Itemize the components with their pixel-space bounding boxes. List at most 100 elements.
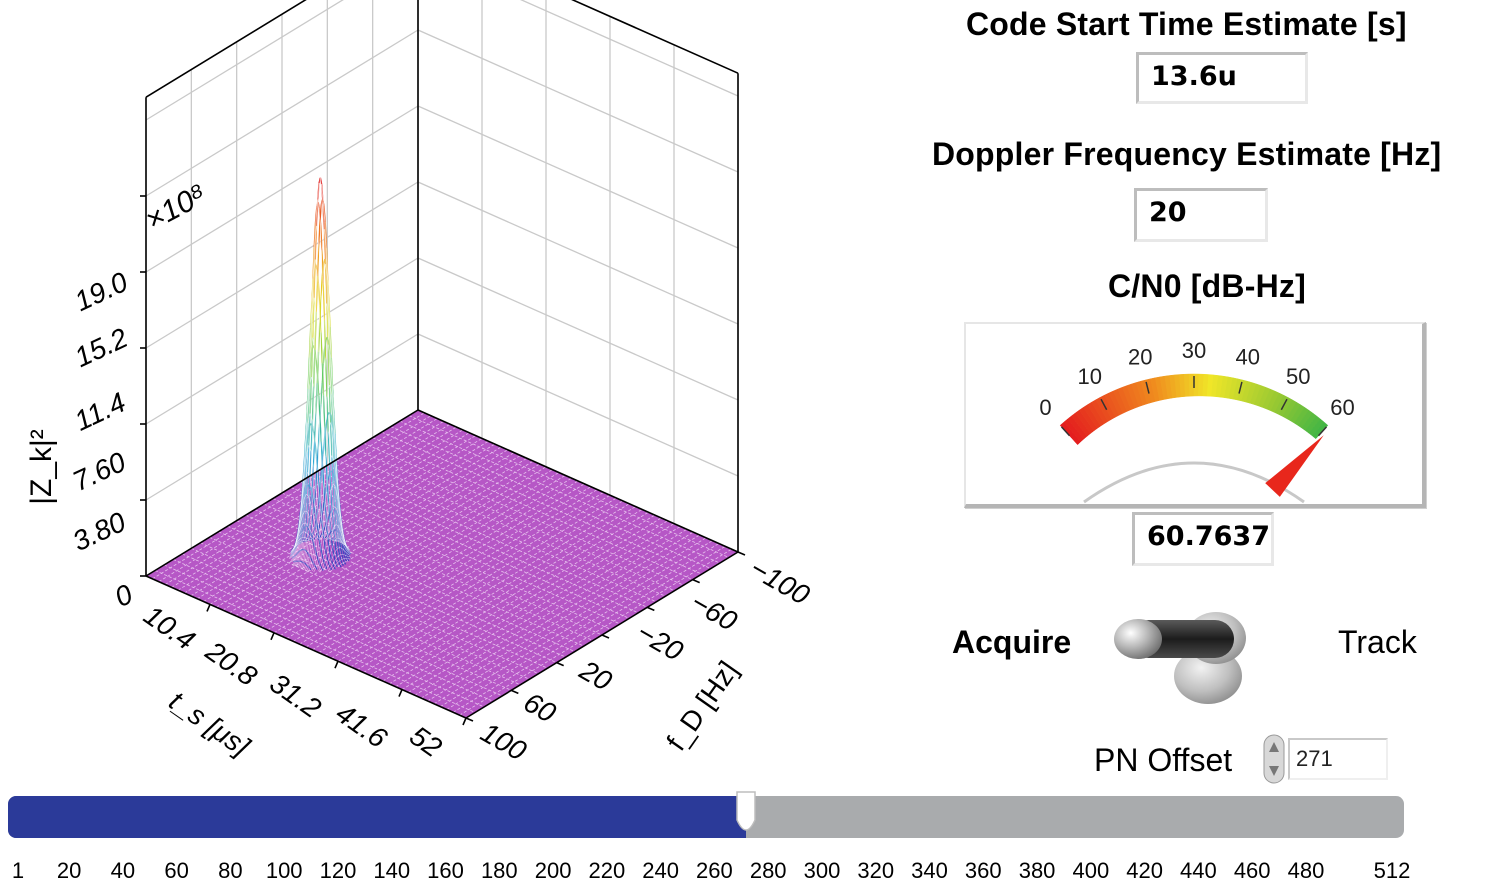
peak-mesh-line [314, 207, 318, 269]
peak-mesh-line [296, 530, 300, 547]
decrement-arrow-icon[interactable] [1269, 766, 1279, 776]
peak-mesh-line [309, 537, 313, 540]
peak-mesh-line [328, 463, 332, 491]
peak-mesh-line [312, 441, 316, 467]
peak-mesh-line [339, 554, 342, 556]
peak-mesh-line [330, 356, 333, 390]
peak-mesh-line [321, 563, 325, 569]
peak-mesh-line [311, 523, 315, 531]
peak-mesh-line [306, 485, 310, 527]
floor-mesh-line [345, 453, 666, 597]
peak-mesh-line [293, 561, 297, 566]
peak-mesh-line [348, 556, 351, 560]
peak-mesh-line [329, 384, 332, 395]
peak-mesh-line [333, 554, 336, 561]
slider-tick-label: 320 [857, 858, 895, 883]
slider-tick-label: 1 [11, 858, 25, 883]
peak-mesh-line [333, 530, 337, 540]
pn-offset-input[interactable]: 271 [1288, 738, 1388, 780]
peak-mesh-line [307, 555, 310, 566]
peak-mesh-line [307, 372, 311, 441]
peak-mesh-line [324, 537, 328, 540]
pn-slider-track[interactable] [8, 796, 1404, 838]
peak-mesh-line [298, 515, 302, 540]
peak-mesh-line [330, 531, 334, 540]
peak-mesh-line [325, 344, 329, 360]
floor-mesh-line [459, 548, 732, 716]
peak-mesh-line [327, 504, 331, 523]
peak-mesh-line [335, 550, 338, 558]
floor-mesh-line [382, 514, 656, 682]
peak-mesh-line [325, 432, 329, 457]
peak-mesh-line [317, 305, 320, 376]
peak-mesh-line [297, 523, 301, 544]
slider-tick-label: 460 [1233, 858, 1271, 883]
peak-mesh-line [323, 359, 327, 396]
peak-mesh-line [311, 268, 315, 349]
floor-mesh-line [203, 435, 476, 602]
peak-mesh-line [316, 208, 320, 270]
slider-tick-label: 340 [911, 858, 948, 883]
peak-mesh-line [304, 551, 308, 564]
peak-mesh-line [299, 532, 302, 552]
peak-mesh-line [328, 317, 332, 358]
peak-mesh-line [333, 524, 336, 529]
peak-mesh-line [346, 549, 350, 553]
grid-line [145, 105, 419, 273]
peak-mesh-line [319, 250, 323, 306]
floor-mesh-line [191, 547, 512, 691]
increment-arrow-icon[interactable] [1269, 742, 1279, 752]
gauge-scale-label: 60 [1330, 395, 1354, 420]
peak-mesh-line [318, 351, 322, 405]
peak-mesh-line [336, 476, 339, 498]
peak-mesh-line [299, 549, 303, 562]
acquire-track-toggle-switch[interactable] [1110, 606, 1256, 706]
peak-mesh-line [339, 547, 343, 555]
cn0-gauge-dial: 0 10 20 30 40 50 60 [1039, 338, 1355, 504]
peak-mesh-line [338, 554, 342, 561]
peak-mesh-line [334, 510, 338, 532]
peak-mesh-line [314, 555, 318, 566]
floor-mesh-line [336, 459, 657, 603]
slider-tick-label: 300 [803, 858, 841, 883]
pn-slider-thumb[interactable] [735, 790, 757, 840]
peak-mesh-line [311, 466, 315, 488]
peak-mesh-line [318, 566, 322, 572]
peak-mesh-line [294, 553, 298, 562]
peak-mesh-line [339, 530, 343, 538]
peak-mesh-line [337, 498, 341, 514]
peak-mesh-line [322, 426, 326, 466]
peak-mesh-line [301, 549, 305, 562]
peak-mesh-line [317, 283, 321, 306]
peak-mesh-line [334, 537, 338, 542]
peak-mesh-line [331, 394, 335, 422]
peak-mesh-line [329, 351, 333, 423]
floor-mesh-line [227, 525, 548, 669]
track-label: Track [1338, 624, 1417, 660]
floor-mesh-line [299, 481, 621, 625]
peak-mesh-line [300, 507, 303, 537]
pn-offset-spinner[interactable] [1262, 734, 1286, 784]
peak-mesh-line [315, 487, 319, 508]
peak-mesh-line [328, 489, 332, 505]
gauge-scale-ticks [1060, 376, 1328, 437]
peak-mesh-line [325, 359, 328, 398]
peak-mesh-line [316, 395, 319, 457]
peak-mesh-line [334, 445, 338, 492]
peak-mesh-line [336, 556, 340, 562]
peak-mesh-line [322, 454, 326, 495]
peak-mesh-line [322, 558, 326, 564]
peak-mesh-line [334, 560, 337, 565]
peak-mesh-line [331, 455, 334, 484]
peak-mesh-line [315, 531, 319, 552]
floor-mesh-line [171, 421, 444, 588]
peak-mesh-line [306, 529, 310, 552]
gauge-major-tick [1317, 426, 1328, 437]
gauge-scale-label: 50 [1286, 364, 1310, 389]
peak-mesh-line [321, 229, 325, 251]
peak-mesh-line [305, 553, 309, 565]
peak-mesh-line [347, 553, 350, 556]
peak-mesh-line [323, 526, 326, 531]
peak-mesh-line [327, 553, 331, 561]
peak-mesh-line [335, 538, 339, 543]
